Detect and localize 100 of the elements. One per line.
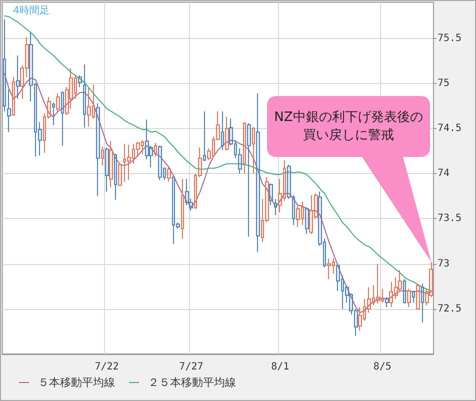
candlestick bbox=[34, 82, 37, 158]
candlestick bbox=[132, 143, 135, 164]
candlestick bbox=[69, 68, 73, 110]
candlestick bbox=[212, 136, 215, 158]
candlestick bbox=[181, 178, 184, 240]
candlestick bbox=[301, 201, 304, 226]
candlestick bbox=[243, 122, 246, 174]
candlestick bbox=[274, 198, 277, 216]
candlestick bbox=[216, 110, 220, 141]
y-tick-label: 75.5 bbox=[438, 32, 462, 44]
candlestick bbox=[74, 74, 77, 100]
candlestick bbox=[167, 166, 171, 182]
candlestick bbox=[394, 276, 398, 300]
candlestick bbox=[109, 140, 113, 188]
candlestick bbox=[149, 145, 153, 168]
candlestick bbox=[341, 275, 344, 310]
candlestick bbox=[176, 222, 180, 230]
x-tick-label: 8/5 bbox=[373, 362, 392, 372]
candlestick bbox=[96, 102, 100, 197]
candlestick bbox=[43, 112, 46, 154]
y-tick-label: 72.5 bbox=[438, 303, 462, 314]
candlestick bbox=[265, 176, 269, 223]
candlestick bbox=[29, 32, 33, 102]
candlestick bbox=[194, 173, 197, 210]
candlestick bbox=[381, 288, 384, 304]
candlestick bbox=[238, 148, 242, 174]
candlestick bbox=[256, 92, 260, 253]
candlestick bbox=[163, 166, 166, 180]
candlestick bbox=[367, 286, 371, 314]
candlestick bbox=[56, 92, 60, 112]
legend-label: ５本移動平均線 bbox=[38, 376, 115, 389]
candlestick bbox=[283, 160, 286, 202]
candlestick bbox=[87, 86, 91, 128]
candlestick bbox=[145, 119, 149, 160]
candlestick bbox=[234, 140, 237, 159]
candlestick bbox=[252, 126, 255, 174]
candlestick bbox=[78, 74, 82, 88]
candlestick bbox=[336, 263, 340, 292]
candlestick bbox=[105, 146, 109, 192]
x-tick-label: 7/22 bbox=[94, 362, 119, 372]
candlestick bbox=[389, 281, 393, 308]
candlestick bbox=[12, 76, 15, 116]
candlestick bbox=[261, 198, 264, 243]
candlestick bbox=[278, 178, 282, 213]
candlestick bbox=[47, 96, 51, 120]
candlestick bbox=[349, 293, 353, 315]
candlestick bbox=[425, 288, 429, 306]
candlestick bbox=[207, 148, 211, 161]
candlestick bbox=[296, 204, 300, 228]
candlestick bbox=[376, 263, 380, 304]
line-series bbox=[4, 15, 432, 292]
candlestick bbox=[154, 142, 157, 158]
candlestick bbox=[345, 284, 349, 304]
candlestick bbox=[25, 36, 29, 78]
candlestick bbox=[20, 64, 24, 100]
candlestick bbox=[172, 176, 175, 244]
x-tick-label: 7/27 bbox=[179, 362, 204, 372]
candlestick bbox=[323, 238, 326, 268]
y-tick-label: 74 bbox=[438, 168, 450, 180]
candlestick bbox=[203, 110, 206, 162]
candlestick bbox=[16, 55, 20, 100]
y-tick-label: 73.5 bbox=[438, 213, 462, 224]
candlestick bbox=[314, 192, 318, 220]
candlestick bbox=[92, 84, 95, 120]
line-series bbox=[4, 73, 432, 314]
candlestick bbox=[318, 191, 322, 246]
candlestick bbox=[198, 146, 202, 178]
candlestick bbox=[327, 258, 331, 280]
y-tick-label: 74.5 bbox=[438, 123, 462, 134]
candlestick bbox=[305, 206, 309, 235]
candlestick bbox=[3, 18, 6, 112]
candlestick bbox=[354, 308, 358, 336]
candlestick bbox=[309, 194, 313, 235]
candlestick bbox=[52, 102, 55, 126]
candlestick bbox=[61, 91, 64, 146]
candlestick bbox=[136, 142, 140, 156]
candlestick bbox=[83, 64, 86, 128]
annotation: NZ中銀の利下げ発表後の買い戻しに警戒 bbox=[273, 108, 424, 144]
candlestick bbox=[416, 283, 420, 310]
y-tick-label: 75 bbox=[438, 78, 450, 89]
candlestick bbox=[398, 270, 402, 292]
candlestick bbox=[7, 89, 11, 133]
candlestick bbox=[385, 296, 389, 308]
candlestick bbox=[221, 110, 224, 151]
candlestick bbox=[185, 178, 189, 206]
candlestick bbox=[292, 194, 295, 226]
candlestick bbox=[358, 306, 362, 332]
candlestick bbox=[189, 198, 193, 212]
chart-title: 4時間足 bbox=[13, 4, 50, 16]
candlestick bbox=[118, 162, 122, 186]
x-tick-label: 8/1 bbox=[271, 362, 290, 372]
legend-label: ２５本移動平均線 bbox=[148, 376, 236, 389]
candlestick bbox=[363, 298, 366, 322]
candlestick bbox=[229, 118, 233, 146]
candlestick bbox=[269, 183, 273, 206]
candlestick bbox=[247, 122, 251, 238]
candlestick bbox=[372, 284, 375, 306]
candlestick bbox=[123, 143, 126, 182]
candlestick bbox=[407, 288, 411, 308]
candlestick bbox=[127, 144, 131, 180]
